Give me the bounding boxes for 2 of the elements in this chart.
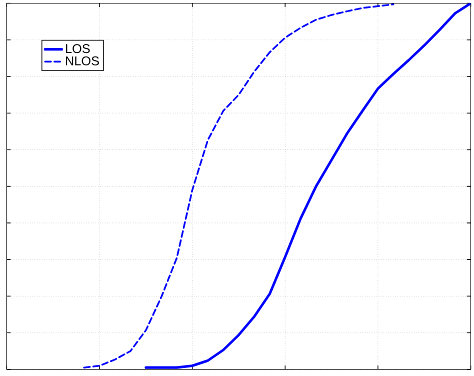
legend-label: LOS xyxy=(66,44,90,54)
legend-label: NLOS xyxy=(66,56,99,66)
